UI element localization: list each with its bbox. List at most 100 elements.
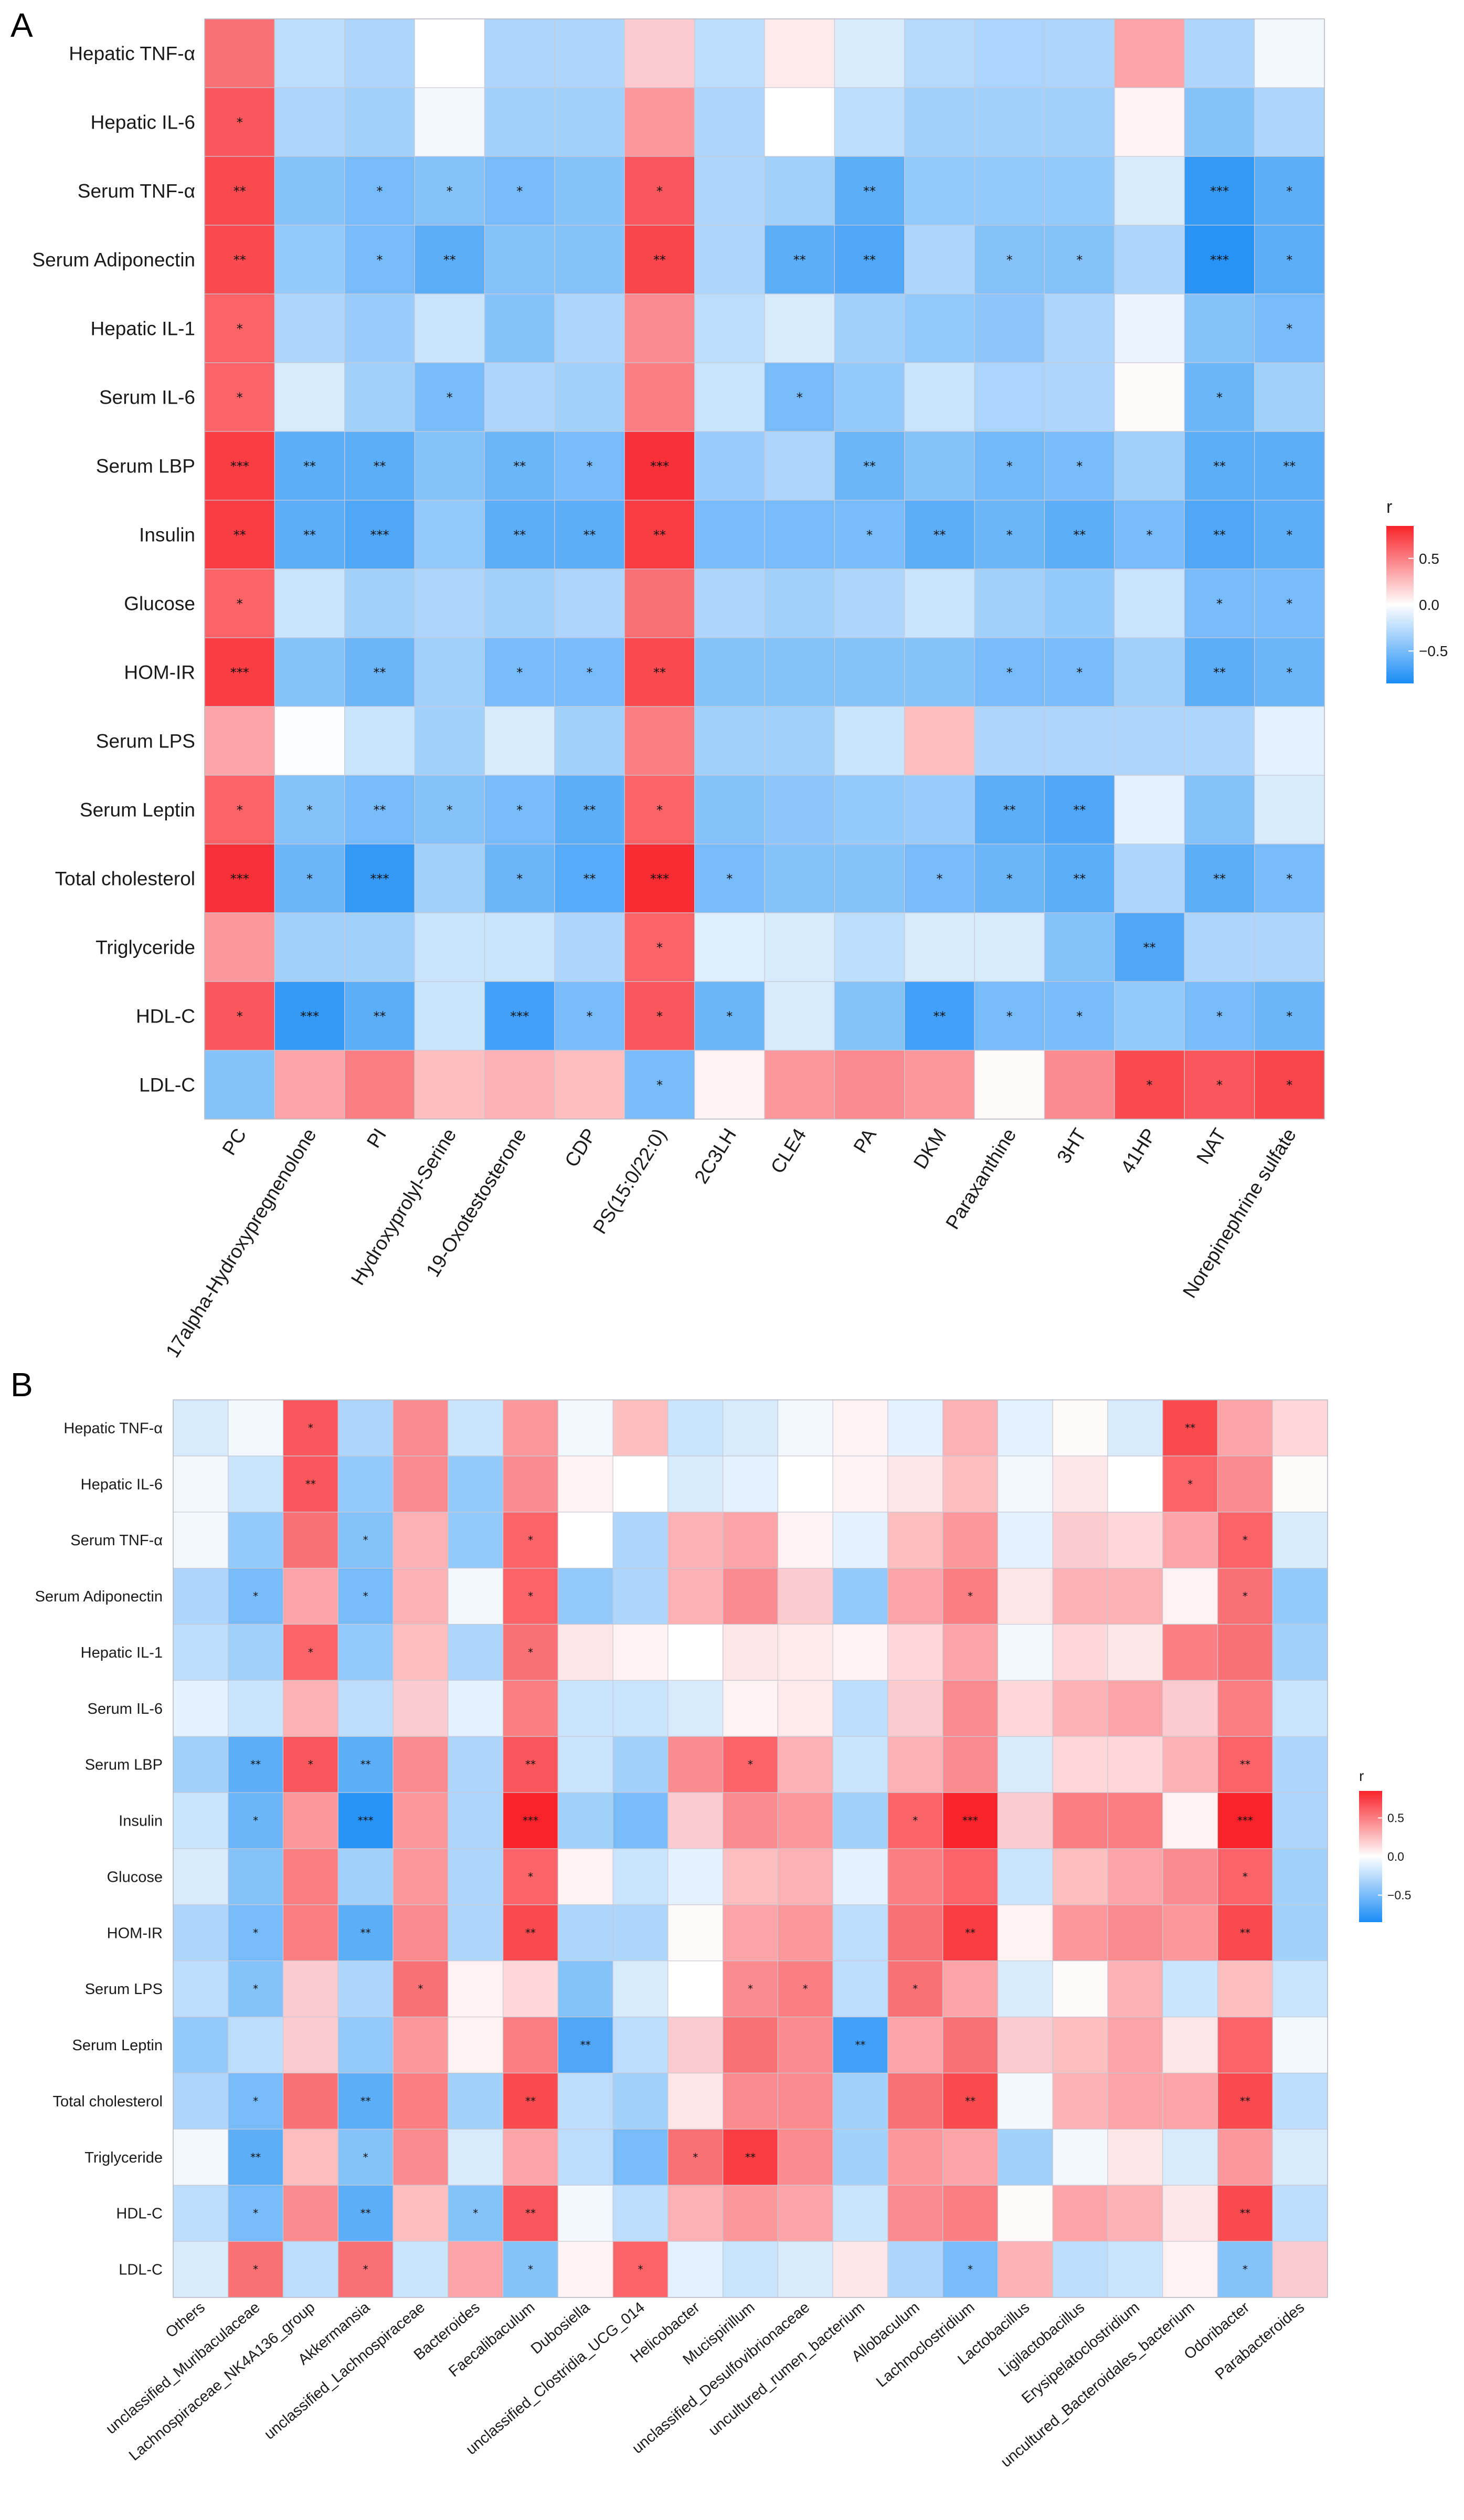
heatmap-cell — [1217, 1792, 1273, 1849]
heatmap-cell — [554, 912, 625, 982]
heatmap-cell — [1162, 1399, 1218, 1457]
heatmap-cell — [392, 2128, 449, 2186]
heatmap-cell — [612, 2241, 669, 2298]
heatmap-cell — [1107, 2017, 1163, 2074]
significance-mark: * — [797, 391, 803, 405]
heatmap-cell — [392, 2185, 449, 2242]
column-label: 17alpha-Hydroxypregnenolone — [162, 1125, 321, 1362]
heatmap-cell — [392, 1848, 449, 1905]
heatmap-cell — [204, 87, 275, 157]
heatmap-cell — [997, 2017, 1053, 2074]
heatmap-cell — [173, 1792, 229, 1849]
heatmap-cell — [612, 1623, 669, 1681]
heatmap-cell — [777, 1792, 833, 1849]
heatmap-cell — [612, 2017, 669, 2074]
significance-mark: ** — [1240, 1926, 1250, 1939]
heatmap-cell — [723, 1960, 778, 2018]
heatmap-cell — [764, 431, 835, 501]
heatmap-cell — [624, 912, 695, 982]
heatmap-cell — [282, 2128, 338, 2186]
legend-tick-label: 0.5 — [1419, 551, 1439, 567]
heatmap-cell — [624, 18, 695, 88]
heatmap-cell — [204, 775, 275, 845]
heatmap-cell — [887, 1512, 943, 1569]
heatmap-cell — [337, 1568, 394, 1625]
heatmap-cell — [612, 2128, 669, 2186]
heatmap-cell — [624, 87, 695, 157]
significance-mark: * — [803, 1983, 808, 1995]
heatmap-cell — [1052, 1736, 1108, 1793]
heatmap-cell — [274, 156, 345, 226]
heatmap-cell — [694, 637, 765, 707]
column-label: NAT — [1192, 1125, 1230, 1168]
column-label: 2C3LH — [690, 1125, 740, 1187]
heatmap-cell — [1114, 1050, 1185, 1120]
heatmap-cell — [1044, 500, 1115, 570]
heatmap-cell — [942, 2185, 999, 2242]
significance-mark: * — [1216, 391, 1223, 405]
heatmap-cell — [694, 568, 765, 638]
significance-mark: ** — [373, 459, 386, 474]
significance-mark: ** — [234, 253, 246, 268]
heatmap-cell — [392, 1568, 449, 1625]
heatmap-cell — [282, 2241, 338, 2298]
heatmap-cell — [834, 568, 905, 638]
significance-mark: * — [1147, 1078, 1153, 1093]
heatmap-cell — [834, 1050, 905, 1120]
heatmap-cell — [1044, 912, 1115, 982]
heatmap-cell — [554, 637, 625, 707]
heatmap-cell — [1162, 1792, 1218, 1849]
heatmap-cell — [694, 156, 765, 226]
heatmap-cell — [344, 843, 415, 913]
heatmap-cell — [834, 981, 905, 1051]
significance-mark: * — [528, 1590, 533, 1602]
heatmap-cell — [904, 431, 975, 501]
heatmap-cell — [274, 1050, 345, 1120]
heatmap-cell — [1162, 2017, 1218, 2074]
heatmap-cell — [204, 1050, 275, 1120]
heatmap-cell — [612, 1792, 669, 1849]
heatmap-cell — [834, 87, 905, 157]
heatmap-cell — [344, 568, 415, 638]
significance-mark: ** — [965, 1926, 975, 1939]
heatmap-cell — [887, 1904, 943, 1962]
heatmap-cell — [1044, 775, 1115, 845]
heatmap-cell — [624, 568, 695, 638]
heatmap-cell — [414, 981, 485, 1051]
heatmap-cell — [554, 981, 625, 1051]
significance-mark: * — [1216, 597, 1223, 611]
significance-mark: ** — [373, 1009, 386, 1024]
heatmap-cell — [694, 775, 765, 845]
heatmap-cell — [204, 637, 275, 707]
significance-mark: ** — [653, 528, 666, 543]
significance-mark: * — [656, 941, 663, 955]
heatmap-cell — [832, 1680, 888, 1737]
column-label: CLE4 — [767, 1125, 811, 1177]
heatmap-cell — [502, 2017, 558, 2074]
heatmap-cell — [274, 981, 345, 1051]
heatmap-cell — [667, 1848, 724, 1905]
heatmap-cell — [624, 431, 695, 501]
heatmap-cell — [1107, 1623, 1163, 1681]
heatmap-cell — [1217, 1399, 1273, 1457]
heatmap-cell — [777, 2241, 833, 2298]
heatmap-cell — [282, 1848, 338, 1905]
heatmap-cell — [1184, 912, 1255, 982]
heatmap-cell — [1254, 18, 1325, 88]
heatmap-cell — [777, 2185, 833, 2242]
significance-mark: ** — [250, 2151, 261, 2164]
column-label: PC — [218, 1125, 250, 1159]
row-label: Insulin — [119, 1813, 163, 1830]
heatmap-cell — [974, 293, 1045, 363]
heatmap-cell — [1107, 1568, 1163, 1625]
heatmap-cell — [1217, 1512, 1273, 1569]
heatmap-cell — [1217, 1623, 1273, 1681]
heatmap-cell — [1052, 1456, 1108, 1513]
heatmap-cell — [344, 706, 415, 776]
heatmap-cell — [1107, 2128, 1163, 2186]
significance-mark: * — [308, 1758, 313, 1771]
significance-mark: * — [1006, 1009, 1013, 1024]
heatmap-cell — [832, 2241, 888, 2298]
heatmap-cell — [694, 225, 765, 294]
heatmap-cell — [484, 1050, 555, 1120]
